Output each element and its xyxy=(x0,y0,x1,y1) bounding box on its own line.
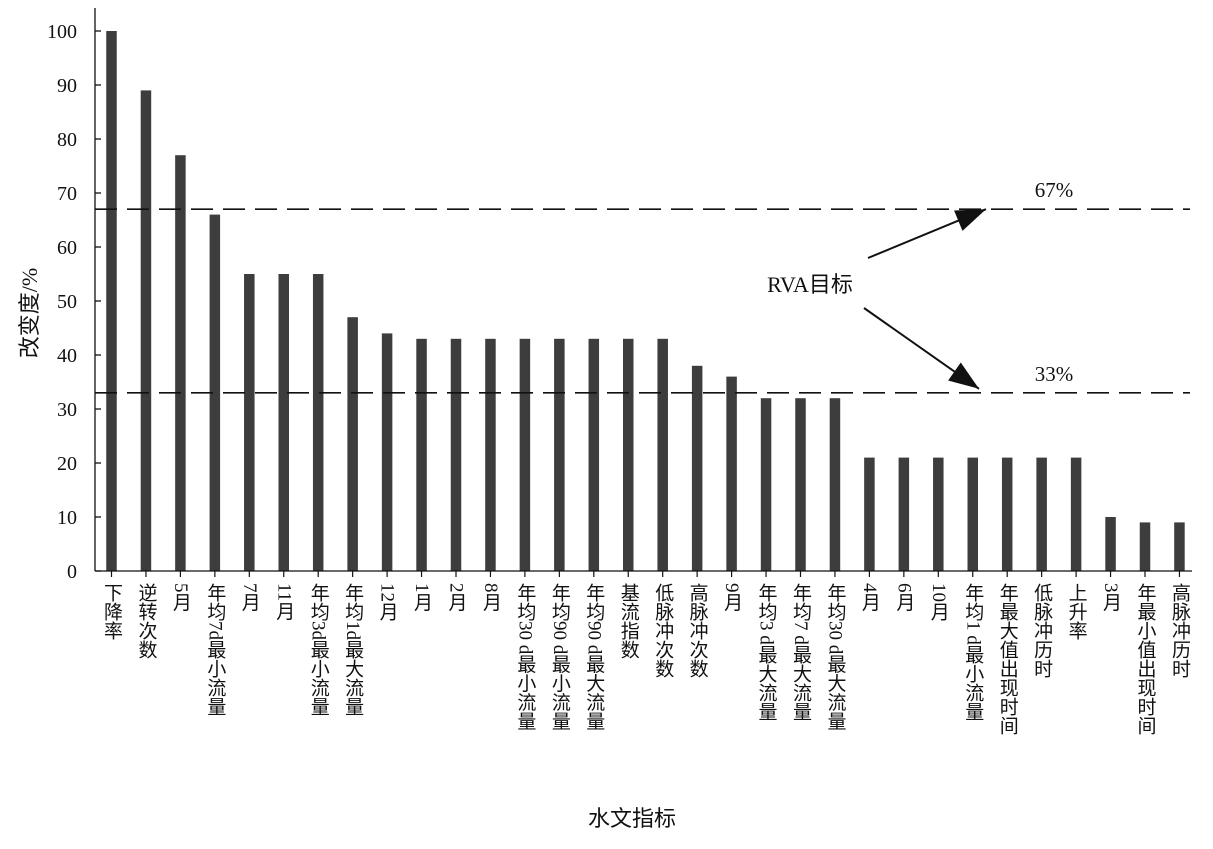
bar xyxy=(244,274,255,571)
y-tick-label: 30 xyxy=(57,399,77,421)
x-tick-label: 9月 xyxy=(721,583,743,612)
bar xyxy=(485,338,496,571)
x-tick-label: 8月 xyxy=(480,583,502,612)
x-tick-label: 年最大值出现时间 xyxy=(997,583,1019,735)
y-tick-label: 70 xyxy=(57,183,77,205)
bar xyxy=(312,274,324,571)
x-tick-label: 年均7d最小流量 xyxy=(204,583,226,716)
annotation-arrow-head xyxy=(954,209,986,231)
y-tick-label: 50 xyxy=(57,291,77,313)
y-tick-label: 10 xyxy=(57,507,77,529)
x-tick-label: 低脉冲次数 xyxy=(652,583,674,678)
bar xyxy=(1070,457,1082,571)
y-axis-label: 改变度/% xyxy=(17,268,42,358)
bar xyxy=(691,365,703,571)
bar xyxy=(1174,522,1185,571)
reference-line-label: 33% xyxy=(1035,362,1074,386)
x-tick-label: 2月 xyxy=(446,583,468,612)
x-tick-label: 年均3d最小流量 xyxy=(308,583,330,716)
bar xyxy=(381,333,393,571)
x-tick-label: 6月 xyxy=(893,583,915,612)
y-tick-label: 20 xyxy=(57,453,77,475)
bar xyxy=(864,457,875,571)
x-axis-label: 水文指标 xyxy=(588,806,676,831)
x-tick-label: 逆转次数 xyxy=(135,583,157,659)
bar xyxy=(1001,457,1013,571)
bar xyxy=(416,338,427,571)
y-tick-label: 60 xyxy=(57,237,77,259)
x-tick-label: 5月 xyxy=(170,583,192,612)
bar xyxy=(657,338,668,571)
x-tick-label: 年均1 d最小流量 xyxy=(962,583,984,721)
x-tick-label: 年均1d最大流量 xyxy=(342,583,364,716)
bar xyxy=(967,457,978,571)
x-tick-label: 年均30 d最大流量 xyxy=(824,583,846,731)
bar xyxy=(623,338,634,571)
bar xyxy=(519,338,531,571)
x-tick-label: 1月 xyxy=(411,583,433,612)
x-tick-label: 上升率 xyxy=(1066,583,1088,640)
x-tick-label: 年均7 d最大流量 xyxy=(790,583,812,721)
bar xyxy=(760,398,772,571)
bar xyxy=(278,274,289,571)
x-tick-label: 高脉冲次数 xyxy=(687,583,709,678)
y-tick-label: 40 xyxy=(57,345,77,367)
x-tick-label: 10月 xyxy=(928,583,950,621)
x-tick-label: 年均90 d最小流量 xyxy=(549,583,571,731)
x-tick-label: 年均90 d最大流量 xyxy=(583,583,605,731)
rva-target-label: RVA目标 xyxy=(767,272,853,297)
x-tick-label: 7月 xyxy=(239,583,260,612)
reference-line-label: 67% xyxy=(1035,178,1074,202)
y-tick-label: 80 xyxy=(57,129,77,151)
bar xyxy=(933,457,944,571)
x-tick-label: 年均3 d最大流量 xyxy=(756,583,778,721)
bar xyxy=(1105,517,1116,571)
bar xyxy=(450,338,462,571)
bar xyxy=(106,31,117,571)
bar xyxy=(795,398,806,571)
bar xyxy=(829,398,841,571)
bar xyxy=(588,338,600,571)
x-tick-label: 年均30 d最小流量 xyxy=(514,583,536,731)
x-tick-label: 高脉冲历时 xyxy=(1169,583,1191,678)
x-tick-label: 11月 xyxy=(273,583,295,620)
bar xyxy=(1036,457,1047,571)
x-tick-label: 基流指数 xyxy=(618,583,640,659)
bar xyxy=(1139,522,1151,571)
y-tick-label: 100 xyxy=(47,21,77,43)
x-tick-label: 下降率 xyxy=(101,583,123,640)
bar xyxy=(347,317,358,571)
bar xyxy=(726,376,737,571)
y-tick-label: 90 xyxy=(57,75,77,97)
x-tick-label: 4月 xyxy=(859,583,881,612)
x-tick-label: 年最小值出现时间 xyxy=(1135,583,1157,735)
bar xyxy=(209,214,221,571)
annotation-arrow-head xyxy=(948,362,979,389)
bar xyxy=(140,90,152,572)
x-tick-label: 低脉冲历时 xyxy=(1031,583,1053,678)
bar xyxy=(554,338,565,571)
x-tick-label: 3月 xyxy=(1100,583,1122,612)
bar xyxy=(898,457,910,571)
y-tick-label: 0 xyxy=(67,561,77,583)
x-tick-label: 12月 xyxy=(377,583,399,621)
bar xyxy=(175,155,186,571)
